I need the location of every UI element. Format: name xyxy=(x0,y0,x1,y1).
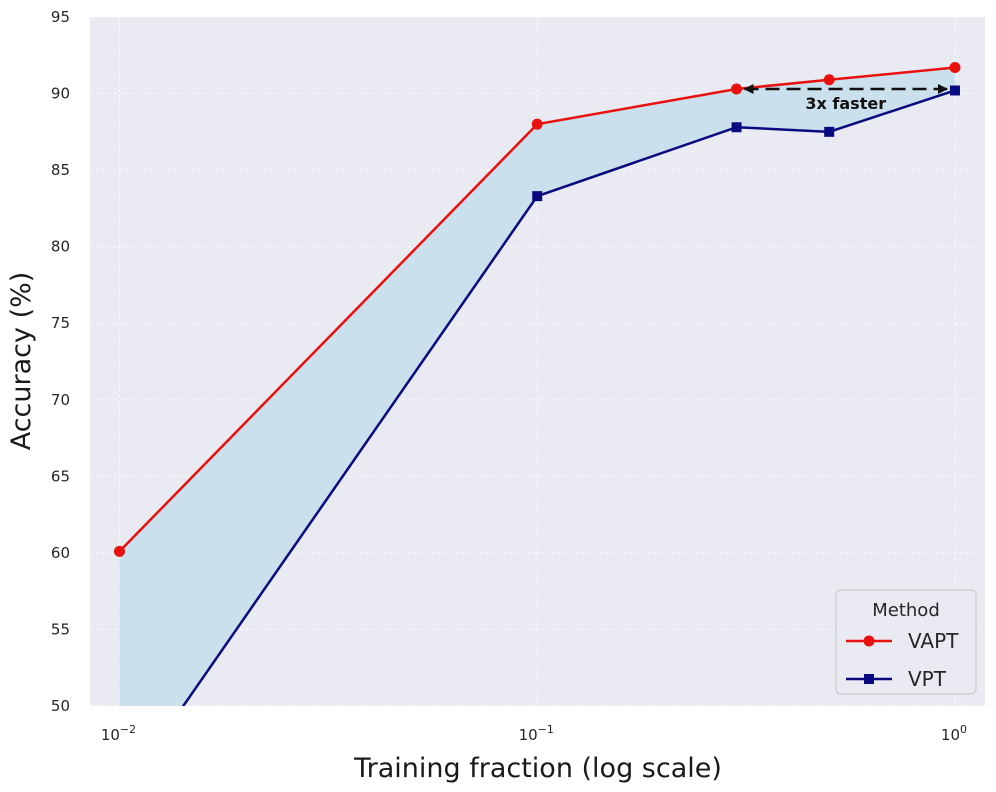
y-tick-label: 60 xyxy=(51,544,70,562)
y-tick-label: 95 xyxy=(51,8,70,26)
x-tick-label: 100 xyxy=(941,723,967,744)
y-tick-label: 85 xyxy=(51,161,70,179)
x-tick-base: 10 xyxy=(519,726,538,744)
x-tick-label: 10−2 xyxy=(101,723,136,744)
y-tick-label: 70 xyxy=(51,391,70,409)
x-tick-label: 10−1 xyxy=(519,723,554,744)
x-tick-exponent: 0 xyxy=(960,723,967,736)
x-tick-base: 10 xyxy=(941,726,960,744)
y-tick-label: 65 xyxy=(51,467,70,485)
y-axis-ticks: 50 55 60 65 70 75 80 85 90 95 xyxy=(51,8,70,715)
annotation-text: 3x faster xyxy=(805,94,886,113)
legend-label-vpt: VPT xyxy=(908,667,947,691)
point-vapt xyxy=(531,118,543,130)
x-tick-exponent: −2 xyxy=(120,723,136,736)
y-axis-title: Accuracy (%) xyxy=(6,272,37,451)
y-tick-label: 55 xyxy=(51,620,70,638)
point-vpt xyxy=(731,122,742,133)
x-tick-exponent: −1 xyxy=(538,723,554,736)
y-tick-label: 75 xyxy=(51,314,70,332)
x-tick-base: 10 xyxy=(101,726,120,744)
x-axis-title: Training fraction (log scale) xyxy=(353,753,722,784)
series-layer xyxy=(113,62,961,706)
legend-label-vapt: VAPT xyxy=(908,629,959,653)
legend-box xyxy=(835,589,977,695)
legend: Method VAPT VPT xyxy=(835,589,977,695)
y-tick-label: 50 xyxy=(51,697,70,715)
point-vpt xyxy=(532,191,543,202)
point-vapt xyxy=(949,62,961,74)
point-vapt xyxy=(823,74,835,86)
legend-marker-vapt xyxy=(863,635,875,647)
legend-marker-vpt xyxy=(864,674,874,684)
y-tick-label: 90 xyxy=(51,85,70,103)
point-vpt xyxy=(824,126,835,137)
point-vapt xyxy=(731,83,743,95)
annotation: 3x faster xyxy=(743,83,948,113)
x-axis-ticks: 10−2 10−1 100 xyxy=(101,723,967,744)
point-vapt xyxy=(113,545,125,557)
point-vpt xyxy=(949,85,960,96)
legend-title: Method xyxy=(872,600,940,621)
y-tick-label: 80 xyxy=(51,238,70,256)
